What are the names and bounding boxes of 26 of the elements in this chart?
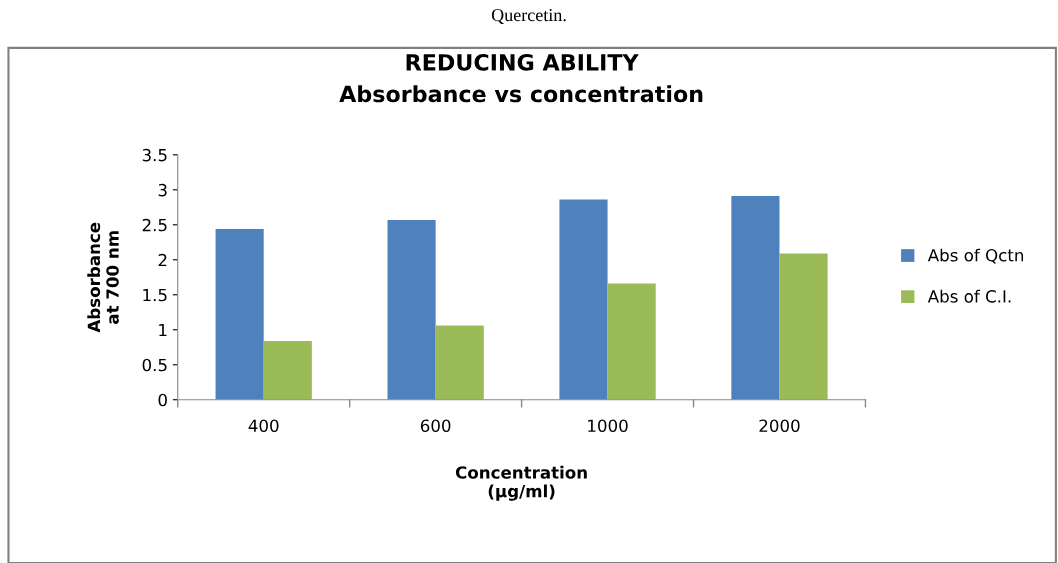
x-axis-title: Concentration (µg/ml) — [455, 465, 587, 501]
bar — [435, 325, 484, 400]
bar — [215, 229, 264, 400]
y-tick-label: 1 — [159, 323, 167, 337]
y-tick-label: 0.5 — [142, 358, 167, 372]
x-tick-label: 2000 — [759, 419, 800, 433]
legend-label: Abs of C.I. — [927, 289, 1011, 303]
bar — [263, 340, 312, 400]
y-tick-label: 1.5 — [143, 288, 167, 302]
bar — [731, 196, 780, 400]
text: Quercetin. — [491, 9, 566, 24]
bar — [779, 253, 828, 400]
y-axis-title: Absorbance at 700 nm — [87, 222, 119, 333]
bar — [559, 199, 608, 400]
chart-title: REDUCING ABILITY Absorbance vs concentration — [339, 53, 703, 103]
x-tick-label: 600 — [420, 419, 451, 433]
bar — [387, 219, 436, 400]
y-tick-label: 3 — [158, 183, 167, 197]
x-tick-label: 400 — [248, 419, 279, 433]
y-tick-label: 3.5 — [142, 148, 167, 162]
y-tick-label: 0 — [158, 393, 167, 407]
legend-label: Abs of Qctn — [927, 248, 1024, 264]
y-tick-label: 2 — [158, 253, 167, 267]
bar — [607, 283, 656, 400]
y-tick-label: 2.5 — [142, 218, 167, 232]
x-tick-label: 1000 — [588, 419, 628, 433]
